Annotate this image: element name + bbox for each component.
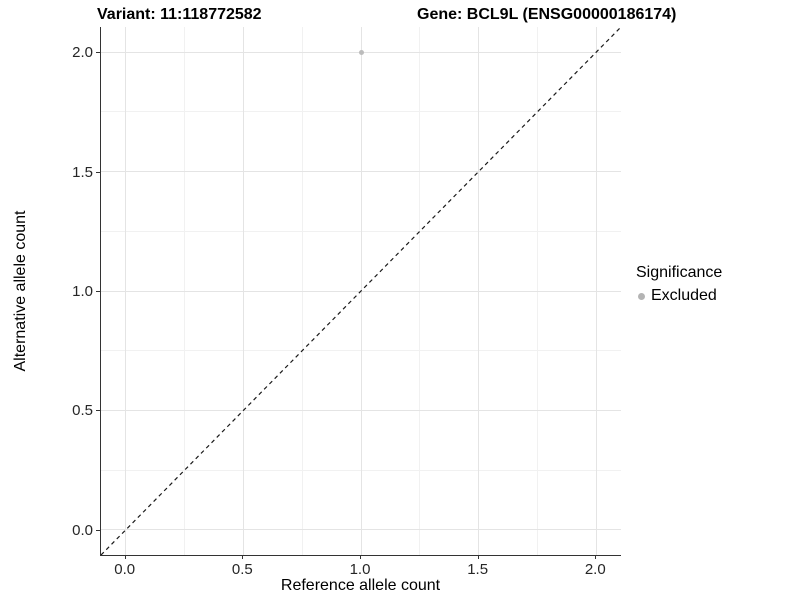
x-tick-mark xyxy=(124,555,126,559)
y-tick-mark xyxy=(96,410,100,412)
y-tick-label: 0.5 xyxy=(72,402,93,420)
data-point xyxy=(358,49,364,55)
y-axis-title: Alternative allele count xyxy=(12,210,29,372)
y-tick-label: 1.5 xyxy=(72,163,93,181)
x-tick-label: 1.5 xyxy=(467,561,489,578)
x-tick-label: 2.0 xyxy=(584,561,606,578)
legend-title: Significance xyxy=(636,264,723,281)
legend: Significance Excluded xyxy=(636,264,722,305)
identity-line xyxy=(101,27,621,555)
legend-item: Excluded xyxy=(638,287,722,305)
x-axis-title: Reference allele count xyxy=(280,577,441,594)
plot-title-variant: Variant: 11:118772582 xyxy=(97,6,262,23)
y-tick-mark xyxy=(96,52,100,54)
y-tick-mark xyxy=(96,291,100,292)
plot-title-gene: Gene: BCL9L (ENSG00000186174) xyxy=(417,6,677,23)
major-gridline-horizontal xyxy=(101,409,621,411)
major-gridline-horizontal xyxy=(101,171,621,173)
y-tick-label: 0.0 xyxy=(72,521,93,539)
identity-line-layer xyxy=(101,27,621,555)
x-tick-mark xyxy=(595,555,597,559)
y-tick-label: 1.0 xyxy=(72,283,93,300)
legend-item-label: Excluded xyxy=(651,287,717,304)
plot-panel xyxy=(100,27,621,556)
y-tick-label: 2.0 xyxy=(72,44,93,62)
major-gridline-horizontal xyxy=(101,529,621,531)
x-tick-mark xyxy=(360,555,361,559)
x-tick-mark xyxy=(477,555,479,559)
legend-point-icon xyxy=(638,292,645,300)
legend-items: Excluded xyxy=(636,287,722,305)
x-tick-label: 1.0 xyxy=(349,561,371,578)
x-tick-mark xyxy=(242,555,244,559)
y-tick-mark xyxy=(96,171,100,173)
y-tick-mark xyxy=(96,529,100,531)
x-tick-label: 0.5 xyxy=(231,561,253,578)
x-tick-label: 0.0 xyxy=(114,561,136,578)
